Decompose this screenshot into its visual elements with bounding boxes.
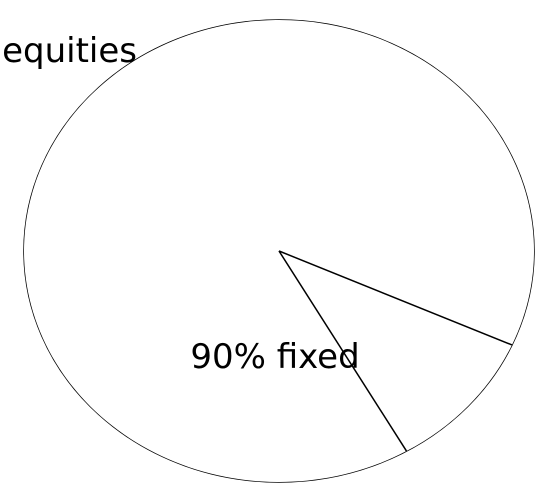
slice-label-2: equities [2,31,137,71]
pie-slice-2 [279,251,512,452]
slice-divider-1 [278,250,408,452]
slice-divider-2 [278,250,513,346]
slice-label-1: 90% fixed [190,337,359,377]
